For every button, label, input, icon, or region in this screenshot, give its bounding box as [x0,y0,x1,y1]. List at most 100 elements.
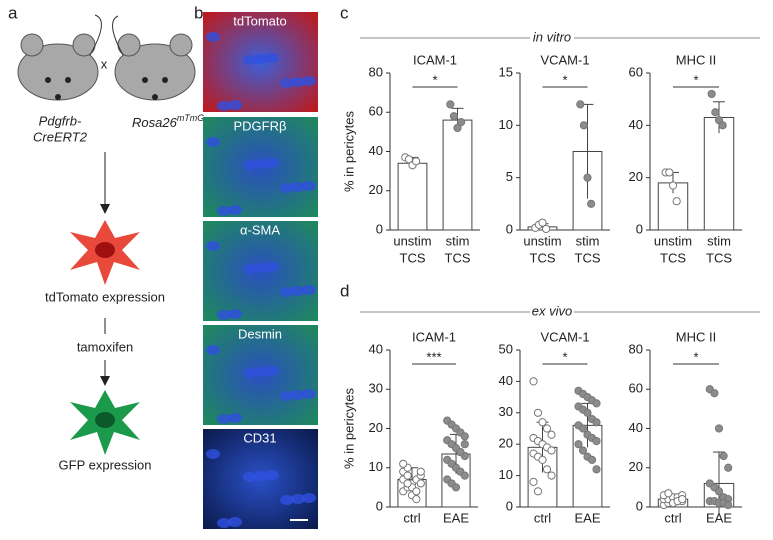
y-tick-label: 20 [629,169,643,184]
panel-letter: d [340,281,349,300]
chart-title: VCAM-1 [540,329,589,344]
significance: *** [426,349,441,364]
data-point [724,500,733,510]
nucleus [206,345,220,355]
y-tick-label: 40 [369,341,383,356]
data-point [592,465,601,474]
nucleus [254,367,268,377]
y-tick-label: 40 [629,420,643,435]
data-point [404,155,413,164]
y-tick-label: 0 [376,221,383,236]
y-tick-label: 40 [499,373,513,388]
nucleus [291,182,305,192]
data-point [576,100,585,109]
data-point [456,447,465,457]
data-point [538,218,547,227]
significance: * [562,72,567,87]
y-tick-label: 40 [369,143,383,158]
nucleus [254,263,268,273]
y-tick-label: 10 [499,467,513,482]
significance: * [562,349,567,364]
data-point [592,418,601,427]
nucleus [291,494,305,504]
data-point [542,424,552,433]
data-point [714,424,724,433]
x-tick-label: TCS [400,250,426,265]
data-point [574,440,583,449]
significance: * [693,349,698,364]
data-point [403,471,412,480]
x-tick-label: unstim [654,233,692,248]
label: tdTomato expression [45,289,165,304]
data-point [547,471,556,480]
stain-label: PDGFRβ [234,118,287,133]
nucleus [206,241,220,251]
nucleus [265,262,279,272]
x-tick-label: stim [707,233,731,248]
y-tick-label: 20 [499,436,513,451]
y-tick-label: 5 [506,169,513,184]
x-tick-label: TCS [530,250,556,265]
nucleus [228,309,242,319]
data-point [529,377,538,386]
data-point [719,451,728,461]
x-tick-label: unstim [523,233,561,248]
genotype: CreERT2 [33,129,88,144]
data-point [714,487,724,496]
y-tick-label: 30 [369,381,383,396]
nucleus [206,32,220,42]
nucleus [217,310,231,320]
data-point [416,479,425,488]
data-point [460,471,469,480]
panel-letter: b [194,3,203,22]
x-tick-label: TCS [575,250,601,265]
data-point [579,121,589,130]
y-tick-label: 60 [369,104,383,119]
data-point [399,459,408,468]
stain-label: CD31 [243,430,276,445]
genotype-base: Rosa26 [132,115,178,130]
stain-label: tdTomato [233,13,286,28]
nucleus [254,471,268,481]
data-point [668,181,678,190]
nucleus [302,76,316,86]
nucleus [291,286,305,296]
data-point [457,117,466,127]
data-point [592,436,601,446]
nucleus [265,158,279,168]
nucleus [265,470,279,480]
bar [703,116,735,231]
x-tick-label: ctrl [534,510,551,525]
data-point [583,408,592,417]
nucleus [217,414,231,424]
nucleus [302,389,316,399]
y-tick-label: 30 [499,404,513,419]
y-tick-label: 60 [629,64,643,79]
cross-symbol: x [101,56,108,71]
chart-title: ICAM-1 [413,52,457,67]
nucleus [280,495,294,505]
y-tick-label: 20 [369,420,383,435]
y-tick-label: 15 [499,64,513,79]
x-tick-label: EAE [443,510,469,525]
data-point [542,465,552,474]
nucleus [217,518,231,528]
genotype: Rosa26mTmG [132,113,204,130]
data-point [724,463,733,472]
data-point [678,495,687,504]
nucleus [302,285,316,295]
data-point [446,100,455,109]
data-point [538,418,547,427]
bar [397,162,428,231]
nucleus [265,53,279,63]
nucleus [280,391,294,401]
x-tick-label: stim [446,233,470,248]
genotype-sup: mTmG [177,113,205,123]
x-tick-label: EAE [574,510,600,525]
data-point [460,432,469,441]
data-point [453,123,462,133]
y-axis-label: % in pericytes [341,388,356,469]
section-label: in vitro [533,29,571,44]
nucleus [95,242,115,258]
nucleus [243,264,257,274]
